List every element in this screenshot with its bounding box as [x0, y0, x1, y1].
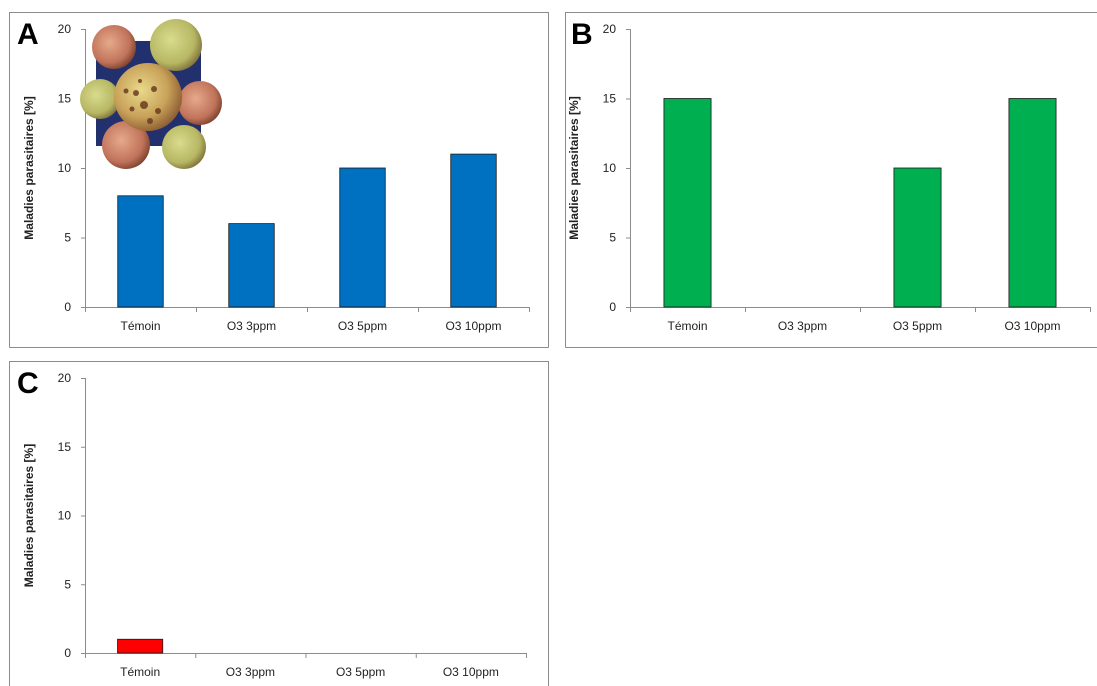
chart-a-x-tick-label: O3 5ppm [338, 319, 387, 333]
chart-b-x-tick-label: Témoin [667, 319, 707, 333]
chart-c-svg: 0 5 10 15 20 Témoin O3 3ppm O3 5ppm O3 10ppm Mala… [9, 361, 549, 686]
chart-b-y-axis-title: Maladies parasitaires [%] [567, 96, 581, 239]
chart-b-y-tick-label: 10 [603, 161, 617, 175]
chart-a-bar-4 [450, 153, 497, 308]
chart-c-y-tick-label: 15 [58, 440, 72, 454]
chart-c-x-tick-label: O3 5ppm [336, 665, 385, 679]
chart-b-bar-1 [663, 98, 712, 308]
chart-b-frame [565, 12, 1097, 348]
chart-b-x-tick-label: O3 10ppm [1004, 319, 1060, 333]
chart-b-y-tick-label: 20 [603, 22, 617, 36]
chart-a-panel-letter: A [17, 18, 39, 51]
chart-c-panel-letter: C [17, 367, 39, 400]
chart-a-y-tick-label: 0 [64, 300, 71, 314]
chart-c-frame [9, 361, 549, 686]
chart-b-y-tick-label: 15 [603, 92, 617, 106]
chart-a-y-axis-title: Maladies parasitaires [%] [22, 96, 36, 239]
chart-b-y-tick-label: 5 [609, 231, 616, 245]
chart-a-y-tick-label: 15 [58, 92, 72, 106]
chart-a-y-tick-label: 10 [58, 161, 72, 175]
chart-b-x-tick-label: O3 5ppm [893, 319, 942, 333]
chart-c-x-tick-label: Témoin [120, 665, 160, 679]
chart-panel-b: 0 5 10 15 20 Témoin O3 3ppm O3 5ppm O3 10ppm Mala… [565, 12, 1097, 348]
chart-b-y-tick-label: 0 [609, 300, 616, 314]
chart-c-x-tick-label: O3 10ppm [443, 665, 499, 679]
chart-c-y-axis-title: Maladies parasitaires [%] [22, 444, 36, 587]
chart-b-bar-3 [893, 167, 942, 308]
chart-b-x-tick-label: O3 3ppm [778, 319, 827, 333]
chart-a-svg: 0 5 10 15 20 Témoin O3 3ppm O3 5ppm O3 10ppm Mala… [9, 12, 549, 348]
chart-c-y-tick-label: 10 [58, 509, 72, 523]
chart-a-bar-2 [228, 223, 275, 308]
chart-a-y-tick-label: 20 [58, 22, 72, 36]
chart-panel-c: 0 5 10 15 20 Témoin O3 3ppm O3 5ppm O3 10ppm Mala… [9, 361, 549, 686]
chart-b-panel-letter: B [571, 18, 593, 51]
chart-a-y-tick-label: 5 [64, 231, 71, 245]
chart-a-frame [9, 12, 549, 348]
chart-a-x-tick-label: Témoin [120, 319, 160, 333]
chart-c-y-tick-label: 5 [64, 577, 71, 591]
chart-b-svg: 0 5 10 15 20 Témoin O3 3ppm O3 5ppm O3 10ppm Mala… [565, 12, 1097, 348]
chart-c-x-tick-label: O3 3ppm [226, 665, 275, 679]
chart-b-bar-4 [1008, 98, 1057, 308]
chart-a-x-tick-label: O3 10ppm [445, 319, 501, 333]
chart-panel-a: 0 5 10 15 20 Témoin O3 3ppm O3 5ppm O3 10ppm Mala… [9, 12, 549, 348]
chart-c-bar-1 [117, 638, 164, 654]
chart-c-y-tick-label: 20 [58, 371, 72, 385]
chart-a-x-tick-label: O3 3ppm [227, 319, 276, 333]
chart-c-y-tick-label: 0 [64, 646, 71, 660]
chart-a-bar-3 [339, 167, 386, 308]
apples-photo-inset [80, 19, 222, 169]
chart-a-bar-1 [117, 195, 164, 308]
